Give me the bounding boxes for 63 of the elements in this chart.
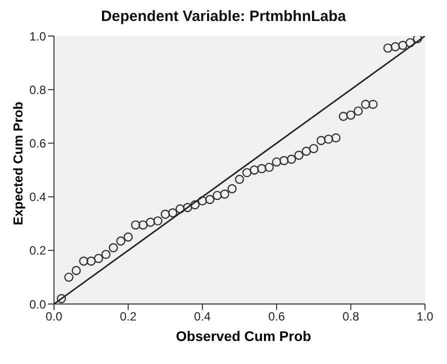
point [338,112,348,121]
point [205,194,214,204]
point [383,43,392,53]
point [279,156,289,166]
point [124,232,133,242]
point [316,136,326,146]
y-tick-label: 1.0 [29,29,46,44]
point [324,134,334,144]
point [257,164,266,174]
point [406,38,415,48]
x-tick-label: 0.2 [120,310,137,324]
point [242,168,252,178]
point [101,250,111,260]
point [116,236,126,246]
point [346,110,356,120]
point [131,220,140,230]
point [309,144,318,154]
point [56,294,66,304]
y-tick-label: 0.2 [29,244,46,258]
point [302,146,311,156]
point [94,254,104,264]
point [272,157,282,167]
point [64,272,74,282]
point [176,204,185,214]
chart-title: Dependent Variable: PrtmbhnLaba [100,8,348,27]
y-axis-title: Expected Cum Prob [10,101,26,225]
point [331,133,341,142]
point [168,208,178,218]
point [390,42,400,52]
point [227,184,237,194]
y-tick-label: 0.0 [29,297,46,312]
point [138,220,148,230]
x-tick-label: 1.0 [416,310,434,324]
point [86,256,96,266]
point [79,256,88,266]
x-tick-label: 0.0 [46,310,63,324]
x-tick-label: 0.6 [268,310,286,324]
point [286,154,296,164]
point [146,218,156,227]
point [182,202,192,212]
point [108,243,118,252]
point [220,190,230,199]
y-tick-label: 0.6 [29,136,46,150]
point [264,162,274,172]
point [398,40,408,50]
x-axis-title: Observed Cum Prob [174,328,312,344]
y-tick-label: 0.4 [29,190,46,204]
point [153,216,162,226]
point [250,165,259,175]
x-tick-label: 0.4 [194,310,212,324]
point [294,150,304,160]
x-tick-label: 0.8 [342,310,360,324]
point [354,106,363,116]
point [198,196,207,206]
point [361,100,370,109]
point [412,36,422,44]
point [212,190,222,200]
point [190,200,200,210]
point [234,174,244,184]
point [72,266,81,276]
point [160,210,170,219]
y-tick-label: 0.8 [29,82,46,97]
point [368,100,378,109]
